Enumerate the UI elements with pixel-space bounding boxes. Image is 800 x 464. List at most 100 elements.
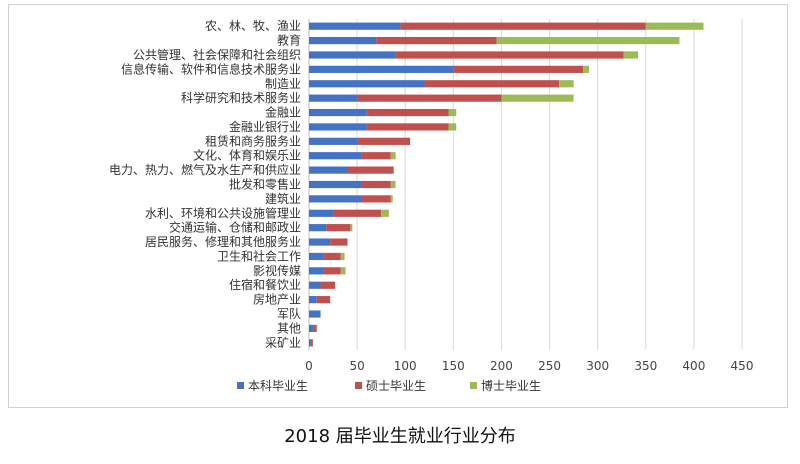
- category-label: 租赁和商务服务业: [205, 133, 301, 148]
- category-label: 影视传媒: [253, 263, 301, 278]
- bar-segment: [395, 51, 624, 59]
- bar-segment: [309, 51, 396, 59]
- legend-label: 博士毕业生: [481, 378, 541, 393]
- bar-segment: [645, 22, 704, 30]
- bar-segment: [309, 281, 321, 289]
- bar-segment: [559, 80, 574, 88]
- bar-chart: 农、林、牧、渔业教育公共管理、社会保障和社会组织信息传输、软件和信息技术服务业制…: [109, 19, 753, 393]
- bar-segment: [309, 137, 358, 145]
- x-tick-label: 250: [538, 359, 561, 373]
- bar-segment: [333, 209, 382, 217]
- legend-label: 硕士毕业生: [366, 379, 426, 393]
- legend: 本科毕业生 硕士毕业生 博士毕业生: [237, 378, 541, 393]
- category-label: 制造业: [265, 77, 301, 91]
- bar-segment: [623, 51, 639, 59]
- bar-segment: [390, 152, 396, 160]
- bar-segment: [376, 36, 497, 45]
- bar-segment: [448, 108, 457, 117]
- legend-swatch: [237, 382, 244, 389]
- category-label: 农、林、牧、渔业: [205, 19, 301, 33]
- bar-segment: [309, 238, 331, 246]
- x-tick-label: 350: [634, 359, 657, 373]
- x-tick-label: 450: [731, 359, 754, 373]
- category-label: 住宿和餐饮业: [229, 277, 301, 292]
- category-label: 建筑业: [265, 191, 301, 206]
- bar-segment: [361, 180, 391, 189]
- bar-segment: [357, 94, 502, 102]
- category-label: 军队: [277, 306, 301, 321]
- bar-segment: [309, 123, 367, 131]
- category-label: 房地产业: [253, 292, 301, 307]
- bar-segment: [320, 281, 335, 289]
- bar-segment: [501, 94, 574, 102]
- category-label: 其他: [277, 321, 301, 335]
- x-tick-label: 300: [586, 359, 609, 373]
- category-label: 批发和零售业: [229, 177, 301, 192]
- bar-segment: [323, 252, 341, 261]
- bar-segment: [309, 65, 454, 73]
- bar-segment: [366, 108, 449, 117]
- x-axis-ticks: 0 50 100 150 200 250 300 350 400 450: [305, 359, 753, 373]
- bar-segment: [340, 267, 346, 275]
- legend-swatch: [355, 382, 362, 389]
- bar-segment: [309, 339, 311, 347]
- category-label: 教育: [277, 33, 301, 48]
- bar-segment: [309, 267, 324, 275]
- bar-segment: [309, 152, 362, 160]
- bar-segment: [309, 22, 401, 30]
- category-label: 卫生和社会工作: [217, 248, 301, 263]
- category-label: 交通运输、仓储和邮政业: [169, 220, 301, 235]
- bar-segment: [309, 94, 358, 102]
- bar-segment: [309, 195, 362, 203]
- bar-segment: [381, 209, 389, 217]
- chart-frame: 农、林、牧、渔业 教育 公共管理、社会保障和社会组织 信息传输、软件和信息技术服务业制…: [8, 4, 788, 408]
- bar-segment: [309, 209, 334, 217]
- category-label: 水利、环境和公共设施管理业: [145, 205, 301, 220]
- gridlines: [308, 19, 743, 350]
- bar-segment: [583, 65, 590, 73]
- category-label: 金融业: [265, 105, 301, 120]
- bars: [309, 22, 704, 347]
- bar-segment: [361, 195, 391, 203]
- figure-caption: 2018 届毕业生就业行业分布: [284, 426, 516, 447]
- bar-segment: [390, 180, 396, 189]
- bar-segment: [330, 238, 348, 246]
- bar-segment: [350, 224, 353, 232]
- bar-segment: [453, 65, 584, 73]
- category-label: 信息传输、软件和信息技术服务业: [121, 61, 301, 76]
- bar-segment: [309, 108, 367, 117]
- bar-segment: [310, 339, 313, 347]
- bar-segment: [323, 267, 341, 275]
- bar-segment: [309, 180, 362, 189]
- bar-segment: [309, 310, 321, 318]
- bar-segment: [496, 36, 680, 45]
- category-label: 居民服务、修理和其他服务业: [145, 234, 301, 249]
- bar-segment: [309, 80, 425, 88]
- x-tick-label: 200: [490, 359, 513, 373]
- legend-swatch: [470, 382, 477, 389]
- category-labels: 农、林、牧、渔业教育公共管理、社会保障和社会组织信息传输、软件和信息技术服务业制…: [109, 19, 301, 350]
- bar-segment: [357, 137, 411, 145]
- category-label: 采矿业: [265, 336, 301, 350]
- bar-segment: [361, 152, 391, 160]
- x-tick-label: 400: [682, 359, 705, 373]
- x-tick-label: 0: [305, 359, 313, 373]
- category-label: 金融业银行业: [229, 119, 301, 134]
- bar-segment: [448, 123, 457, 131]
- bar-segment: [390, 195, 393, 203]
- category-label: 文化、体育和娱乐业: [193, 148, 301, 163]
- category-label: 电力、热力、燃气及水生产和供应业: [109, 162, 301, 177]
- bar-segment: [309, 166, 348, 174]
- bar-segment: [316, 296, 331, 304]
- bar-segment: [340, 252, 345, 261]
- bar-segment: [309, 224, 327, 232]
- bar-segment: [309, 36, 377, 45]
- x-tick-label: 50: [349, 359, 364, 373]
- legend-label: 本科毕业生: [248, 379, 308, 393]
- bar-segment: [309, 296, 317, 304]
- x-tick-label: 100: [394, 359, 417, 373]
- bar-segment: [309, 324, 314, 333]
- bar-segment: [326, 224, 351, 232]
- bar-segment: [309, 252, 324, 261]
- category-label: 科学研究和技术服务业: [181, 90, 301, 105]
